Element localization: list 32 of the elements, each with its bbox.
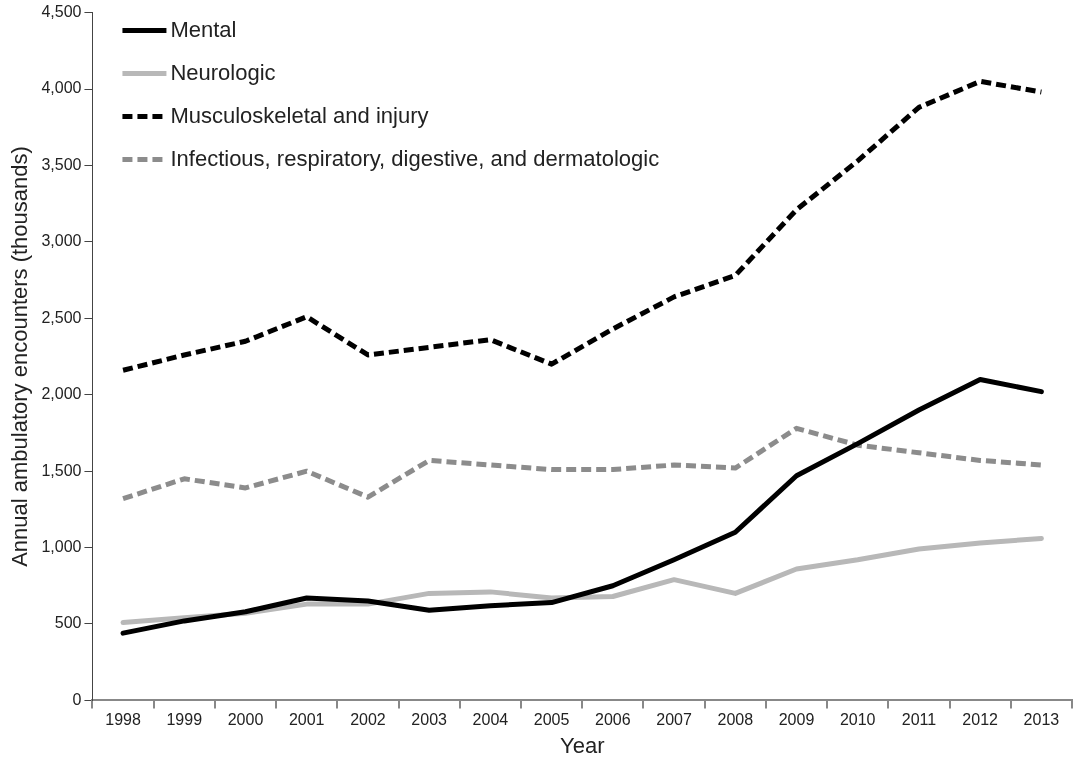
legend-label: Musculoskeletal and injury — [170, 102, 429, 128]
x-tick-label: 2005 — [533, 711, 570, 729]
x-tick-label: 2007 — [656, 711, 692, 729]
y-tick-label: 500 — [54, 614, 82, 632]
x-tick-label: 2004 — [472, 711, 509, 729]
x-tick-label: 2009 — [778, 711, 815, 729]
y-tick-label: 4,500 — [41, 3, 82, 21]
x-tick-label: 2000 — [227, 711, 264, 729]
x-tick-label: 1998 — [105, 711, 141, 729]
x-tick-label: 2010 — [839, 711, 876, 729]
y-tick-label: 0 — [72, 690, 82, 708]
x-tick-label: 2001 — [288, 711, 325, 729]
x-tick-label: 2008 — [717, 711, 754, 729]
x-axis-title: Year — [559, 732, 605, 758]
x-tick-label: 1999 — [166, 711, 203, 729]
x-tick-label: 2012 — [962, 711, 999, 729]
legend-label: Infectious, respiratory, digestive, and dermatologic — [170, 145, 660, 171]
x-tick-label: 2013 — [1023, 711, 1060, 729]
y-axis-title: Annual ambulatory encounters (thousands) — [7, 146, 33, 567]
x-tick-label: 2002 — [350, 711, 386, 729]
y-tick-label: 2,500 — [41, 308, 82, 326]
y-tick-label: 3,500 — [41, 155, 82, 173]
y-tick-label: 1,000 — [41, 537, 82, 555]
y-tick-label: 2,000 — [41, 385, 82, 403]
x-tick-label: 2006 — [595, 711, 631, 729]
x-tick-label: 2003 — [411, 711, 448, 729]
y-tick-label: 1,500 — [41, 461, 82, 479]
y-tick-label: 3,000 — [41, 232, 82, 250]
y-tick-label: 4,000 — [41, 79, 82, 97]
x-tick-label: 2011 — [901, 711, 937, 729]
legend-label: Neurologic — [170, 59, 276, 85]
legend-label: Mental — [170, 16, 237, 42]
